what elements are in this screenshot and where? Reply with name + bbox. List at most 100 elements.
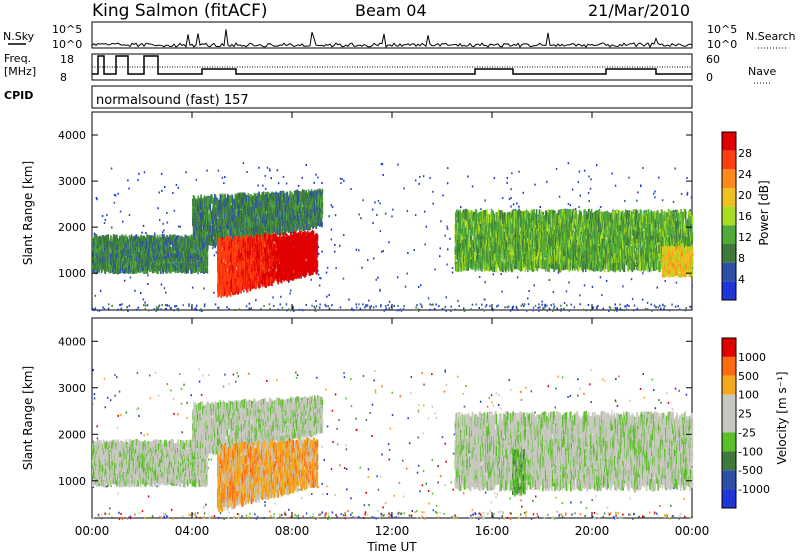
ground-echo (194, 308, 196, 311)
nsearch-label: N.Search (746, 30, 796, 43)
cpid-label: CPID (4, 89, 33, 102)
echo-cell (115, 248, 117, 254)
ground-echo (218, 306, 220, 309)
ground-echo (492, 309, 494, 312)
scatter-echo (553, 305, 556, 308)
ground-echo (544, 304, 546, 307)
ground-echo (655, 306, 657, 309)
scatter-echo (510, 188, 512, 191)
echo-cell (145, 248, 147, 254)
ground-echo (485, 305, 487, 308)
echo-cell (159, 237, 162, 243)
echo-cell (192, 195, 195, 203)
scatter-echo (579, 294, 581, 297)
ground-echo (388, 307, 391, 310)
scatter-echo (213, 291, 215, 294)
echo-cell (94, 256, 96, 263)
freq-unit: [MHz] (4, 65, 36, 78)
ground-echo (319, 303, 321, 306)
echo-cell (167, 258, 170, 265)
scatter-echo (313, 181, 315, 184)
scatter-echo (381, 163, 384, 166)
scatter-echo (290, 289, 292, 292)
scatter-echo (147, 283, 149, 285)
echo-cell (197, 195, 199, 204)
echo-cell (212, 200, 214, 208)
echo-cell (224, 197, 227, 206)
ground-echo (400, 309, 403, 312)
scatter-echo (166, 212, 168, 214)
scatter-echo (177, 225, 180, 228)
scatter-echo (506, 181, 508, 184)
scatter-echo (223, 182, 225, 185)
scatter-echo (574, 208, 577, 211)
ground-echo (595, 306, 598, 309)
scatter-echo (103, 222, 106, 224)
echo-cell (187, 238, 190, 245)
scatter-echo (539, 206, 541, 208)
scatter-echo (493, 177, 496, 180)
echo-cell (144, 249, 146, 256)
scatter-echo (492, 273, 495, 276)
ground-echo (144, 308, 146, 311)
scatter-echo (255, 299, 257, 302)
echo-cell (127, 268, 129, 274)
ground-echo (196, 304, 198, 307)
echo-cell (194, 263, 197, 270)
echo-cell (112, 262, 114, 269)
scatter-echo (656, 286, 658, 289)
scatter-echo (203, 287, 205, 290)
ground-echo (614, 306, 616, 309)
scatter-echo (330, 204, 333, 207)
ground-echo (117, 308, 119, 311)
scatter-echo (484, 298, 486, 301)
echo-cell (103, 244, 106, 250)
ground-echo (119, 303, 122, 306)
echo-cell (223, 207, 225, 215)
echo-cell (224, 229, 227, 237)
ground-echo (372, 306, 375, 309)
echo-cell (197, 221, 200, 230)
echo-cell (151, 258, 154, 264)
scatter-echo (197, 272, 199, 275)
ground-echo (103, 308, 106, 310)
ground-echo (136, 308, 139, 311)
echo-cell (182, 266, 185, 272)
ground-echo (566, 304, 568, 307)
ground-echo (402, 308, 405, 311)
echo-cell (215, 213, 218, 222)
scatter-echo (643, 210, 646, 213)
ground-echo (633, 309, 635, 312)
echo-cell (102, 244, 105, 250)
ground-echo (563, 307, 565, 310)
ground-echo (538, 303, 540, 306)
ground-echo (438, 305, 440, 308)
ground-echo (375, 305, 377, 308)
nsky-trace (91, 29, 693, 49)
ground-echo (359, 307, 362, 310)
scatter-echo (342, 277, 345, 280)
scatter-echo (534, 183, 536, 186)
echo-cell (134, 257, 136, 264)
scatter-echo (425, 225, 427, 228)
echo-cell (159, 253, 162, 259)
scatter-echo (388, 241, 390, 244)
scatter-echo (298, 308, 301, 311)
echo-cell (190, 247, 192, 254)
ground-echo (380, 304, 382, 307)
nsearch-tick-bottom: 10^0 (707, 38, 737, 51)
echo-cell (187, 263, 189, 269)
echo-cell (161, 234, 164, 240)
scatter-echo (341, 178, 343, 180)
echo-cell (119, 239, 121, 245)
scatter-echo (95, 197, 98, 199)
echo-cell (101, 235, 104, 241)
scatter-echo (161, 189, 163, 192)
scatter-echo (591, 285, 594, 288)
ground-echo (662, 304, 664, 307)
scatter-echo (637, 191, 639, 194)
scatter-echo (285, 303, 288, 306)
ground-echo (592, 306, 595, 309)
ground-echo (421, 304, 423, 307)
ground-echo (515, 307, 518, 309)
